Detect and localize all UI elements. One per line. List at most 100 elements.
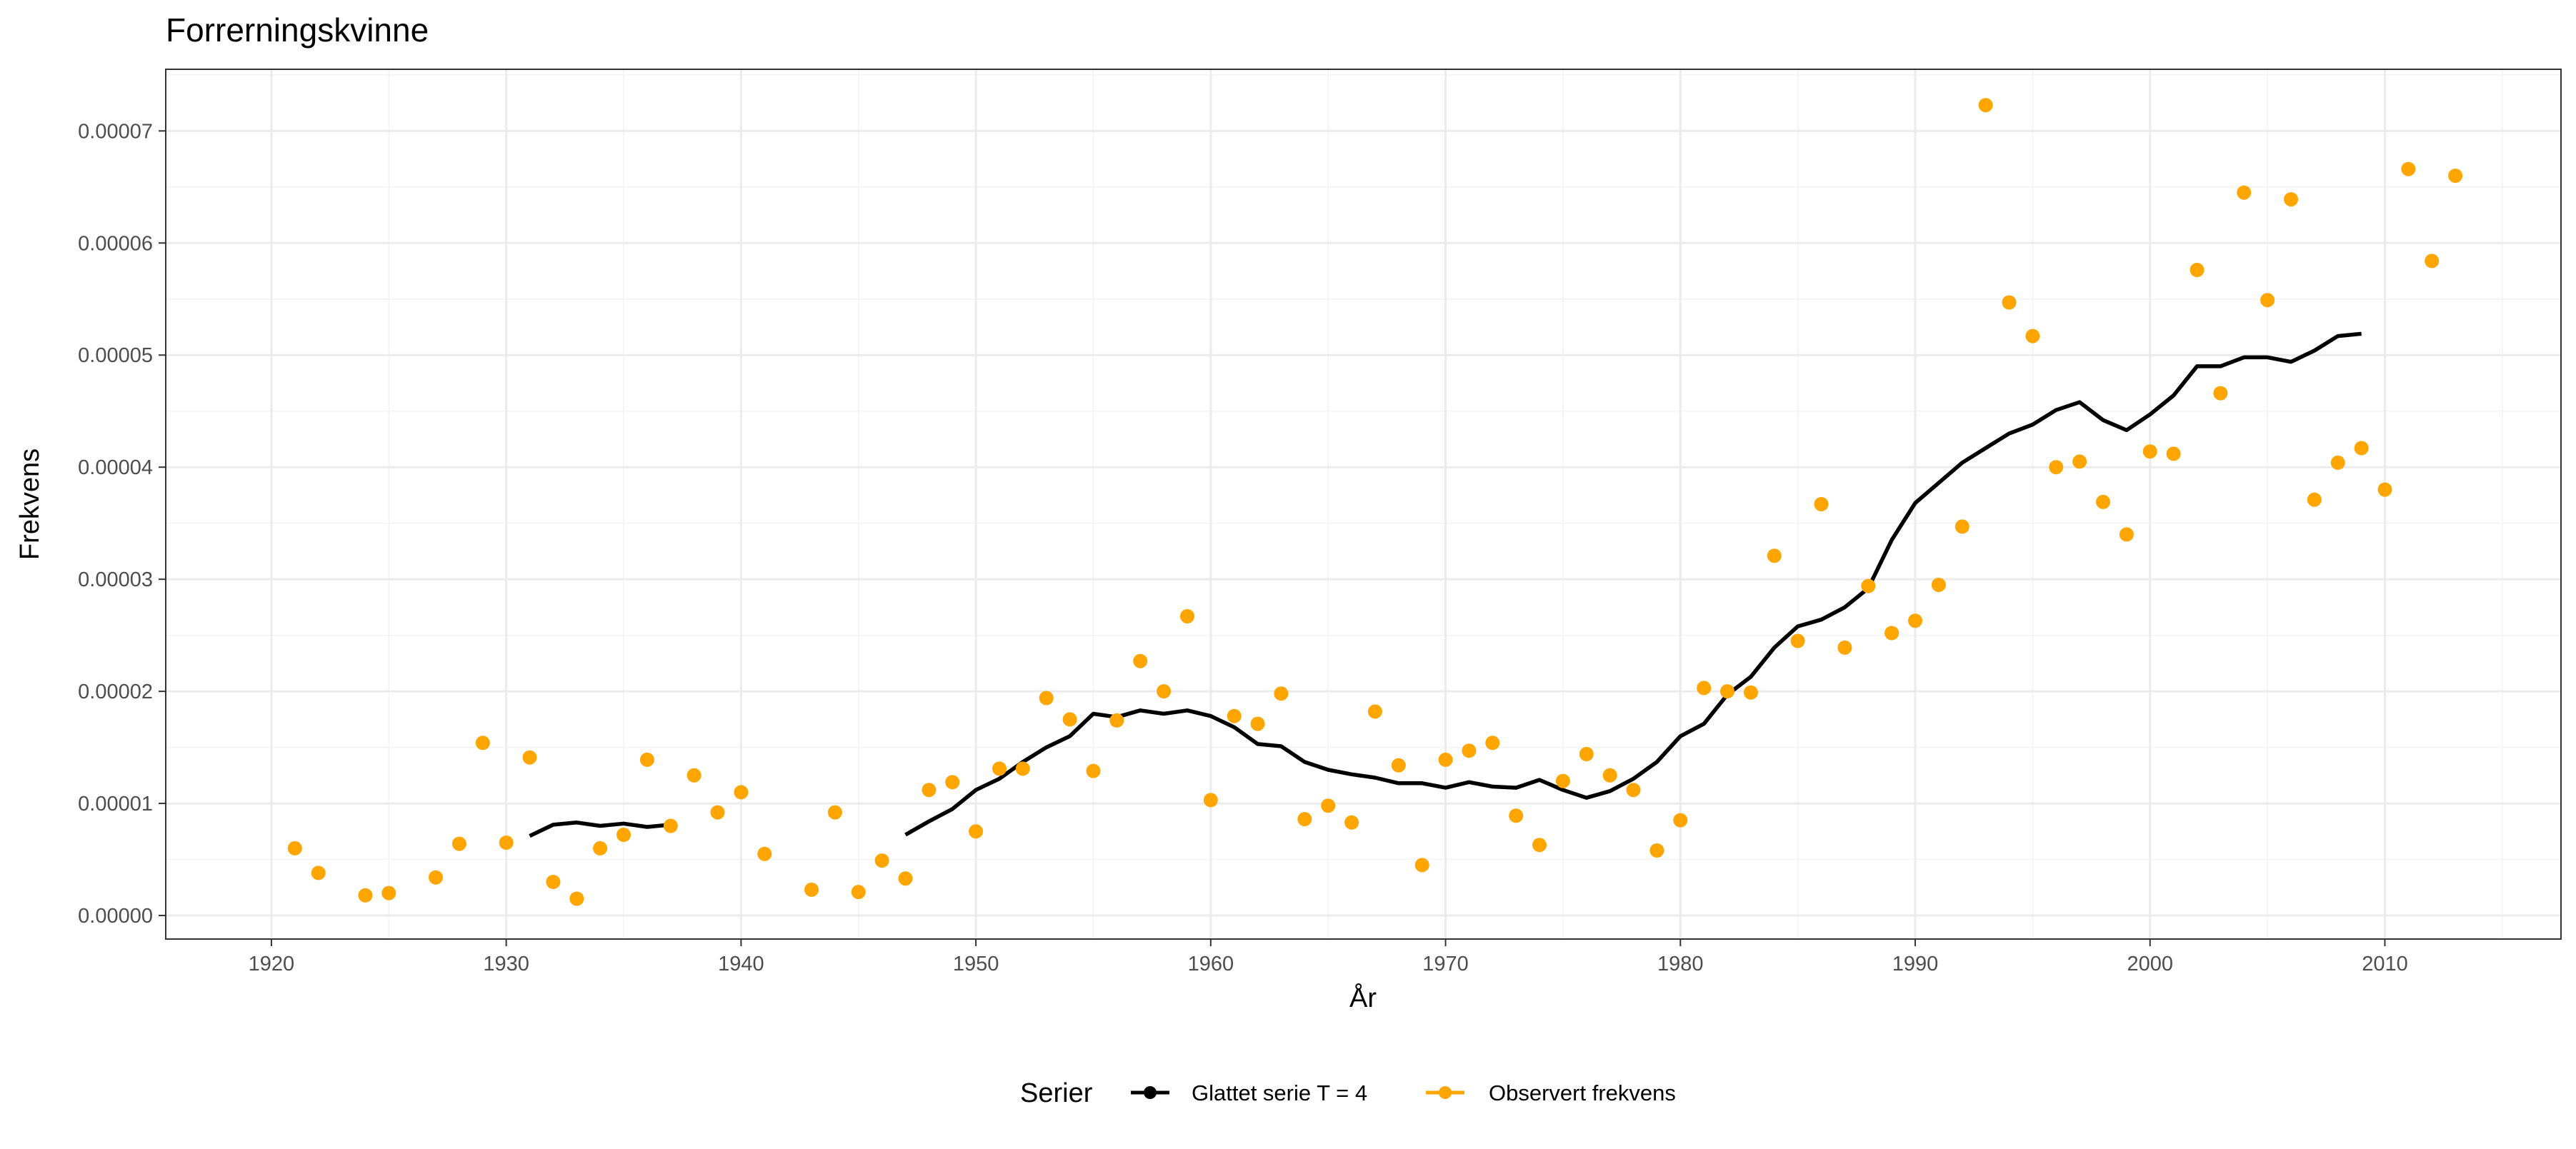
- observed-point: [546, 875, 561, 889]
- observed-point: [2401, 161, 2416, 176]
- x-tick-label: 1920: [249, 953, 295, 975]
- observed-point: [616, 828, 631, 842]
- observed-point: [1602, 768, 1617, 783]
- observed-point: [1203, 793, 1218, 808]
- chart-title: Forrerningskvinne: [166, 11, 429, 49]
- observed-point: [1180, 609, 1194, 623]
- y-axis-title: Frekvens: [15, 448, 45, 560]
- observed-point: [2213, 386, 2228, 401]
- observed-point: [1485, 736, 1500, 751]
- observed-point: [1462, 743, 1477, 758]
- observed-point: [1884, 626, 1899, 641]
- x-tick-label: 1990: [1892, 953, 1939, 975]
- x-axis: 1920 1930 1940 1950 1960 1970 1980 1990 2000 2010: [249, 939, 2408, 975]
- legend-marker-observed: [1439, 1086, 1452, 1099]
- observed-point: [2119, 527, 2134, 542]
- observed-point: [1133, 653, 1148, 668]
- observed-point: [1814, 497, 1829, 511]
- observed-point: [2260, 293, 2275, 308]
- observed-point: [874, 853, 889, 868]
- observed-point: [1720, 684, 1734, 699]
- observed-point: [1697, 681, 1712, 696]
- observed-point: [992, 761, 1007, 776]
- plot-panel: [166, 69, 2561, 939]
- observed-point: [2307, 492, 2322, 507]
- y-tick-label: 0.00007: [78, 120, 153, 143]
- observed-point: [429, 870, 443, 885]
- observed-point: [1649, 843, 1664, 858]
- observed-point: [1579, 747, 1594, 761]
- observed-point: [451, 836, 466, 851]
- x-tick-label: 1970: [1422, 953, 1469, 975]
- x-tick-label: 1950: [953, 953, 999, 975]
- observed-point: [1227, 708, 1242, 723]
- y-tick-label: 0.00000: [78, 905, 153, 928]
- observed-point: [1344, 815, 1359, 830]
- observed-point: [1931, 578, 1946, 592]
- observed-point: [1626, 783, 1641, 798]
- observed-point: [522, 750, 537, 765]
- y-tick-label: 0.00001: [78, 793, 153, 816]
- y-tick-label: 0.00006: [78, 232, 153, 255]
- observed-point: [710, 805, 725, 820]
- legend-label-smoothed: Glattet serie T = 4: [1192, 1080, 1367, 1105]
- y-tick-label: 0.00004: [78, 456, 153, 479]
- observed-point: [475, 736, 490, 751]
- x-tick-label: 1940: [718, 953, 764, 975]
- observed-point: [1767, 548, 1782, 563]
- plot-border: [165, 69, 2562, 940]
- observed-point: [1297, 812, 1312, 827]
- observed-point: [1532, 838, 1547, 853]
- observed-point: [757, 846, 772, 861]
- x-axis-title: År: [1349, 982, 1377, 1013]
- y-tick-label: 0.00005: [78, 344, 153, 367]
- observed-point: [1555, 773, 1570, 788]
- observed-point: [1978, 98, 1993, 113]
- observed-point: [569, 891, 584, 906]
- observed-point: [687, 768, 702, 783]
- legend-marker-smoothed: [1144, 1086, 1157, 1099]
- observed-point: [2425, 254, 2440, 269]
- observed-point: [1274, 686, 1289, 701]
- legend: Serier Glattet serie T = 4 Observert fre…: [1020, 1078, 1676, 1108]
- observed-point: [2096, 494, 2110, 509]
- observed-point: [381, 885, 396, 900]
- observed-point: [827, 805, 842, 820]
- observed-point: [1790, 633, 1805, 648]
- observed-point: [2448, 169, 2463, 184]
- observed-point: [499, 836, 514, 850]
- observed-point: [1062, 712, 1077, 727]
- minor-gridlines: [166, 69, 2561, 939]
- observed-point: [1908, 613, 1922, 628]
- observed-point: [969, 824, 984, 839]
- observed-point: [2049, 460, 2064, 475]
- observed-point: [1509, 808, 1524, 823]
- y-axis: 0.00000 0.00001 0.00002 0.00003 0.00004 0.000…: [78, 120, 166, 928]
- observed-point: [734, 785, 749, 800]
- observed-point: [2284, 192, 2298, 207]
- x-tick-label: 1930: [483, 953, 529, 975]
- y-tick-label: 0.00003: [78, 568, 153, 591]
- observed-point: [1015, 761, 1030, 776]
- observed-point: [1955, 519, 1970, 534]
- observed-point: [1837, 640, 1852, 655]
- observed-point: [1673, 813, 1688, 828]
- observed-point: [2330, 455, 2345, 470]
- smoothed-series-line: [529, 331, 2362, 838]
- observed-point: [1743, 685, 1758, 700]
- observed-point: [2377, 482, 2392, 497]
- observed-point: [2142, 444, 2157, 459]
- observed-frequency-points: [287, 98, 2463, 906]
- observed-point: [945, 775, 960, 790]
- observed-point: [851, 885, 866, 900]
- smoothed-series-segment: [529, 821, 672, 838]
- observed-point: [1321, 798, 1336, 813]
- observed-point: [2190, 263, 2205, 277]
- observed-point: [2237, 185, 2252, 200]
- observed-point: [663, 818, 678, 833]
- observed-point: [1039, 691, 1054, 706]
- observed-point: [2002, 295, 2017, 310]
- observed-point: [1109, 713, 1124, 728]
- observed-point: [1086, 763, 1101, 778]
